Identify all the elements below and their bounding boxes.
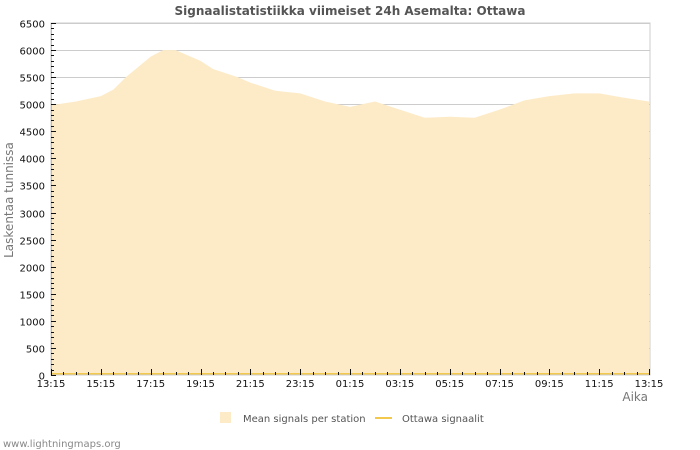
- y-tick-label: 500: [26, 345, 45, 356]
- x-axis-ticks: 13:15 15:15 17:15 19:15 21:15 23:15 01:15 03:15…: [37, 369, 664, 390]
- y-tick-label: 4500: [20, 128, 45, 139]
- y-tick-label: 0: [39, 372, 45, 383]
- legend-label: Ottawa signaalit: [402, 414, 484, 425]
- legend-swatch-area-icon: [220, 412, 231, 423]
- y-tick-label: 2500: [20, 237, 45, 248]
- x-tick-label: 11:15: [585, 379, 614, 390]
- x-tick-label: 13:15: [37, 379, 66, 390]
- y-tick-label: 1000: [20, 318, 45, 329]
- x-tick-label: 23:15: [286, 379, 315, 390]
- y-tick-label: 6000: [20, 47, 45, 58]
- x-tick-label: 01:15: [336, 379, 365, 390]
- y-tick-label: 5000: [20, 101, 45, 112]
- x-tick-label: 05:15: [435, 379, 464, 390]
- y-tick-label: 3500: [20, 182, 45, 193]
- y-tick-label: 4000: [20, 155, 45, 166]
- y-tick-label: 6500: [20, 20, 45, 31]
- y-axis-label: Laskentaa tunnissa: [2, 142, 16, 258]
- x-axis-label: Aika: [622, 390, 648, 404]
- mean-signals-area: [51, 50, 649, 375]
- y-tick-label: 1500: [20, 291, 45, 302]
- chart-title: Signaalistatistiikka viimeiset 24h Asema…: [175, 4, 526, 18]
- legend: Mean signals per station Ottawa signaali…: [220, 412, 484, 425]
- x-tick-label: 17:15: [136, 379, 165, 390]
- footer-link[interactable]: www.lightningmaps.org: [3, 439, 121, 450]
- legend-label: Mean signals per station: [243, 414, 366, 425]
- y-tick-label: 3000: [20, 210, 45, 221]
- y-tick-label: 5500: [20, 74, 45, 85]
- x-tick-label: 03:15: [385, 379, 414, 390]
- y-tick-label: 2000: [20, 264, 45, 275]
- y-axis-ticks: 0 500 1000 1500 2000 2500 3000 3500 4000 4500 5000…: [20, 20, 56, 383]
- x-tick-label: 21:15: [236, 379, 265, 390]
- x-tick-label: 13:15: [635, 379, 664, 390]
- legend-item-mean-signals[interactable]: Mean signals per station: [220, 412, 366, 425]
- x-tick-label: 09:15: [535, 379, 564, 390]
- legend-item-ottawa-signals[interactable]: Ottawa signaalit: [375, 414, 484, 425]
- x-tick-label: 07:15: [485, 379, 514, 390]
- x-tick-label: 19:15: [186, 379, 215, 390]
- x-tick-label: 15:15: [86, 379, 115, 390]
